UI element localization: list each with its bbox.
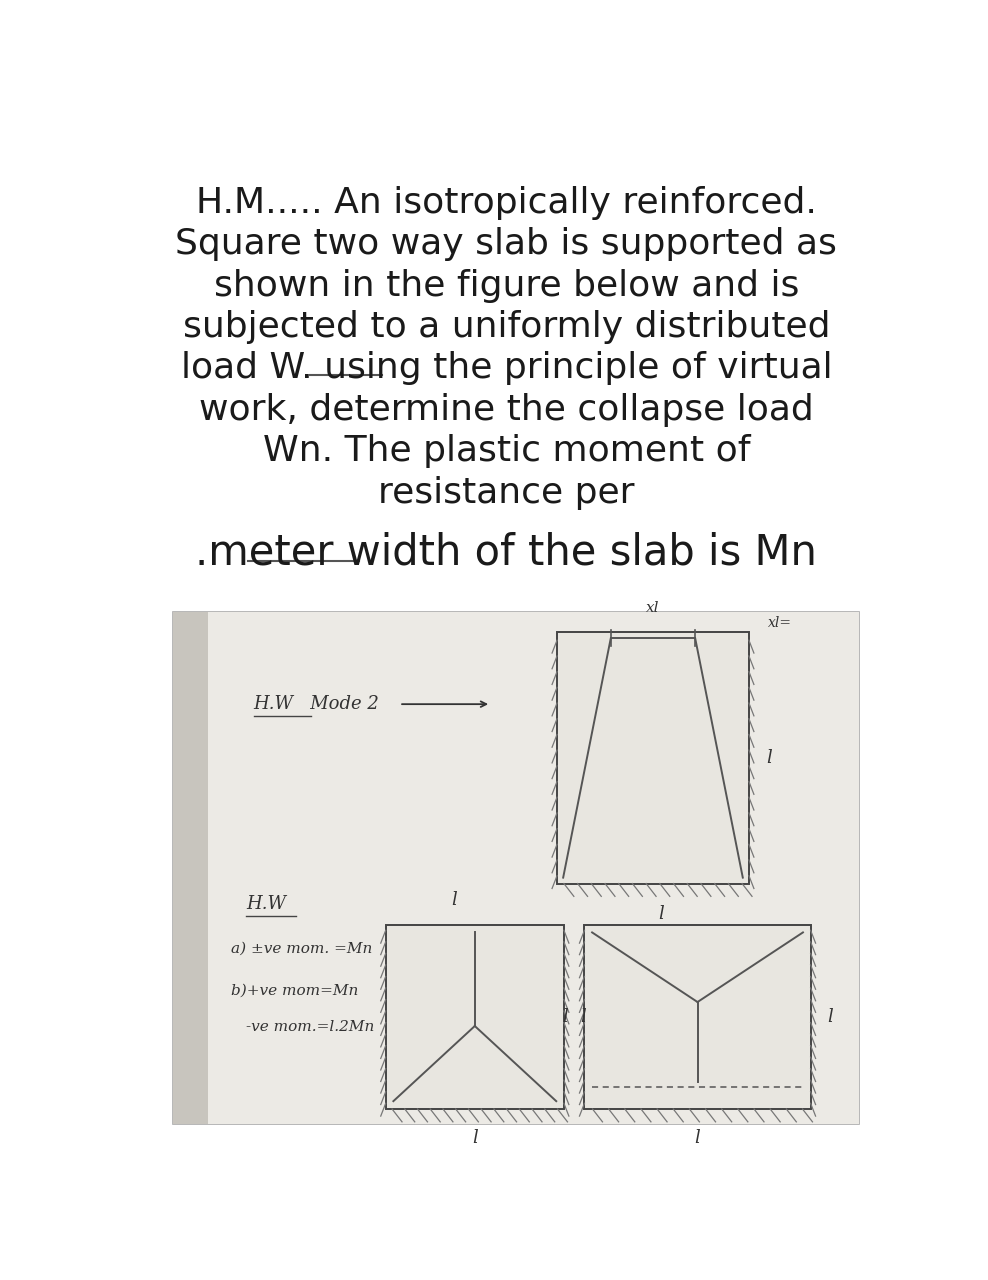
Text: l: l xyxy=(452,891,457,909)
Text: l: l xyxy=(472,1129,477,1147)
Text: l: l xyxy=(658,905,664,923)
Bar xyxy=(557,632,749,883)
Text: xl: xl xyxy=(646,600,660,614)
Text: Wn. The plastic moment of: Wn. The plastic moment of xyxy=(263,434,750,468)
Bar xyxy=(585,924,810,1108)
Text: l: l xyxy=(581,1007,587,1025)
Text: work, determine the collapse load: work, determine the collapse load xyxy=(199,393,814,426)
Text: H.M..... An isotropically reinforced.: H.M..... An isotropically reinforced. xyxy=(196,186,817,220)
Text: a) ±ve mom. =Mn: a) ±ve mom. =Mn xyxy=(230,941,372,955)
Text: shown in the figure below and is: shown in the figure below and is xyxy=(213,269,799,302)
Text: H.W   Mode 2: H.W Mode 2 xyxy=(254,695,379,713)
Text: load W. using the principle of virtual: load W. using the principle of virtual xyxy=(181,352,832,385)
Text: resistance per: resistance per xyxy=(378,476,634,509)
Text: xl=: xl= xyxy=(768,616,792,630)
Text: .meter width of the slab is Mn: .meter width of the slab is Mn xyxy=(196,531,817,573)
Bar xyxy=(207,612,859,1124)
Bar xyxy=(385,924,564,1108)
Bar xyxy=(173,612,207,1124)
Text: -ve mom.=l.2Mn: -ve mom.=l.2Mn xyxy=(246,1020,374,1034)
Bar xyxy=(173,612,859,1124)
Text: b)+ve mom=Mn: b)+ve mom=Mn xyxy=(230,984,358,998)
Text: l: l xyxy=(827,1007,833,1025)
Text: Square two way slab is supported as: Square two way slab is supported as xyxy=(176,228,837,261)
Text: l: l xyxy=(695,1129,700,1147)
Text: l: l xyxy=(766,749,772,767)
Text: H.W: H.W xyxy=(246,895,286,913)
Text: l: l xyxy=(562,1007,568,1025)
Text: subjected to a uniformly distributed: subjected to a uniformly distributed xyxy=(183,310,830,344)
